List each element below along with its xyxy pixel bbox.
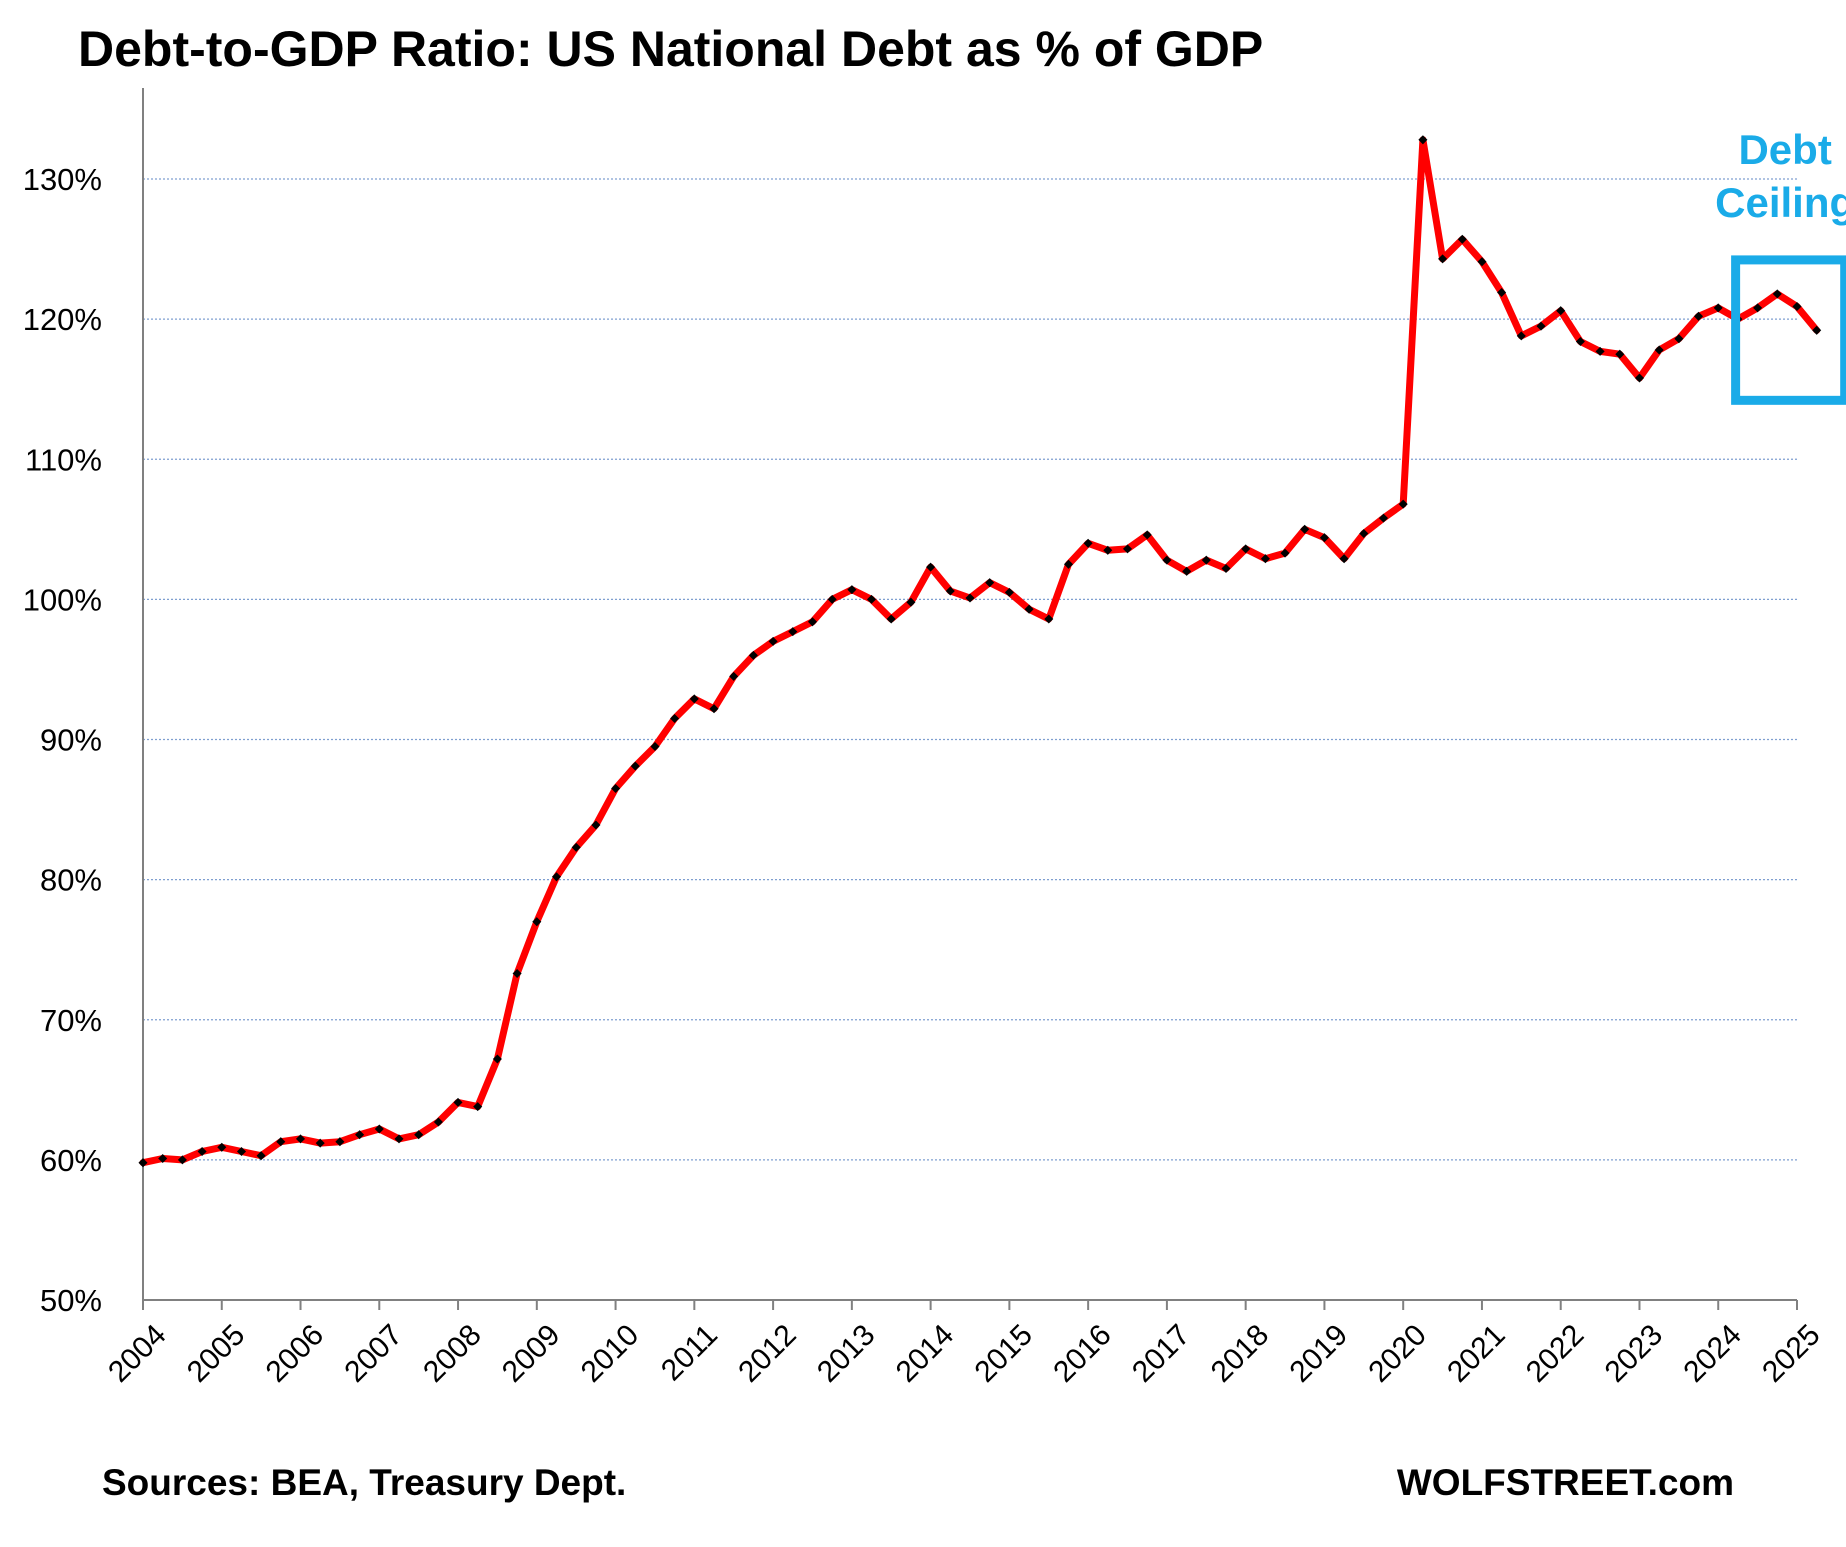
y-tick-label: 130% bbox=[23, 162, 102, 197]
data-point bbox=[1083, 538, 1093, 548]
x-tick-label: 2004 bbox=[102, 1318, 173, 1389]
data-point bbox=[551, 872, 562, 882]
x-tick-label: 2017 bbox=[1126, 1318, 1197, 1389]
data-point bbox=[906, 597, 916, 607]
y-axis-tick-labels: 50% 60% 70% 80% 90% 100% 110% 120% 130% bbox=[23, 162, 102, 1318]
data-point bbox=[1359, 528, 1369, 539]
data-point bbox=[1182, 566, 1192, 576]
data-point bbox=[886, 614, 896, 624]
data-point bbox=[532, 917, 542, 927]
data-point bbox=[571, 842, 581, 852]
data-point bbox=[768, 636, 778, 646]
data-point bbox=[729, 671, 739, 681]
x-tick-label: 2021 bbox=[1441, 1318, 1512, 1389]
debt-ceiling-label: Debt bbox=[1738, 126, 1831, 173]
x-tick-label: 2019 bbox=[1284, 1318, 1355, 1389]
debt-ceiling-box bbox=[1731, 255, 1846, 405]
data-point bbox=[1004, 587, 1014, 597]
data-point bbox=[866, 594, 877, 604]
data-point bbox=[1122, 544, 1133, 554]
data-point bbox=[630, 761, 640, 771]
data-point bbox=[709, 704, 719, 714]
data-point bbox=[1162, 555, 1172, 565]
x-axis-tick-labels: 2004 2005 2006 2007 2008 2009 2010 2011 2012 2013… bbox=[102, 1318, 1827, 1389]
data-point bbox=[1201, 555, 1211, 565]
chart-title: Debt-to-GDP Ratio: US National Debt as %… bbox=[78, 21, 1264, 77]
data-point bbox=[807, 617, 818, 627]
data-point bbox=[827, 594, 837, 604]
data-point bbox=[926, 562, 936, 572]
data-point bbox=[1319, 533, 1329, 543]
y-tick-label: 120% bbox=[23, 302, 102, 337]
series-line bbox=[139, 136, 1821, 1167]
data-point bbox=[1300, 524, 1310, 534]
data-point bbox=[1103, 545, 1113, 555]
data-point bbox=[965, 593, 975, 603]
y-tick-label: 60% bbox=[40, 1143, 102, 1178]
y-tick-label: 70% bbox=[40, 1003, 102, 1038]
axes bbox=[142, 88, 1798, 1310]
debt-ceiling-label: Ceiling bbox=[1715, 179, 1846, 226]
data-point bbox=[1280, 548, 1290, 558]
gridlines bbox=[143, 178, 1797, 1161]
x-tick-label: 2016 bbox=[1047, 1318, 1118, 1389]
brand-logo-text: WOLFSTREET.com bbox=[1396, 1462, 1734, 1503]
x-tick-label: 2023 bbox=[1599, 1318, 1670, 1389]
data-point bbox=[1378, 513, 1389, 523]
x-tick-label: 2007 bbox=[338, 1318, 409, 1389]
data-point bbox=[512, 968, 522, 979]
x-tick-label: 2005 bbox=[181, 1318, 252, 1389]
x-tick-label: 2014 bbox=[890, 1318, 961, 1389]
data-point bbox=[1142, 530, 1152, 540]
x-tick-label: 2008 bbox=[417, 1318, 488, 1389]
x-tick-label: 2012 bbox=[732, 1318, 803, 1389]
data-point bbox=[689, 694, 699, 704]
data-point bbox=[1260, 554, 1270, 564]
data-point bbox=[748, 650, 758, 660]
series bbox=[138, 135, 1822, 1168]
x-tick-label: 2022 bbox=[1520, 1318, 1591, 1389]
y-tick-label: 100% bbox=[23, 582, 102, 617]
data-point bbox=[611, 783, 621, 794]
data-point bbox=[1221, 563, 1231, 574]
data-point bbox=[591, 820, 601, 830]
x-tick-label: 2015 bbox=[969, 1318, 1040, 1389]
data-point bbox=[847, 585, 857, 595]
y-tick-label: 80% bbox=[40, 863, 102, 898]
data-point bbox=[1339, 554, 1349, 564]
data-point bbox=[788, 627, 798, 637]
data-point bbox=[650, 741, 660, 752]
x-tick-label: 2010 bbox=[575, 1318, 646, 1389]
x-tick-label: 2013 bbox=[811, 1318, 882, 1389]
x-tick-label: 2025 bbox=[1756, 1318, 1827, 1389]
x-tick-label: 2020 bbox=[1362, 1318, 1433, 1389]
data-point bbox=[670, 713, 680, 724]
data-point bbox=[1241, 544, 1251, 554]
x-tick-label: 2018 bbox=[1205, 1318, 1276, 1389]
debt-ceiling-annotation: Debt Ceiling bbox=[1715, 126, 1846, 405]
data-point bbox=[945, 586, 955, 596]
data-point bbox=[1024, 604, 1034, 614]
data-point bbox=[1044, 614, 1054, 624]
x-tick-label: 2009 bbox=[496, 1318, 567, 1389]
source-note: Sources: BEA, Treasury Dept. bbox=[102, 1462, 627, 1503]
data-point bbox=[1063, 559, 1074, 569]
y-tick-label: 50% bbox=[40, 1283, 102, 1318]
y-tick-label: 110% bbox=[25, 442, 102, 477]
data-point bbox=[985, 578, 995, 588]
x-tick-label: 2006 bbox=[260, 1318, 331, 1389]
y-tick-label: 90% bbox=[40, 723, 102, 758]
x-tick-label: 2011 bbox=[655, 1318, 724, 1387]
x-tick-label: 2024 bbox=[1677, 1318, 1748, 1389]
